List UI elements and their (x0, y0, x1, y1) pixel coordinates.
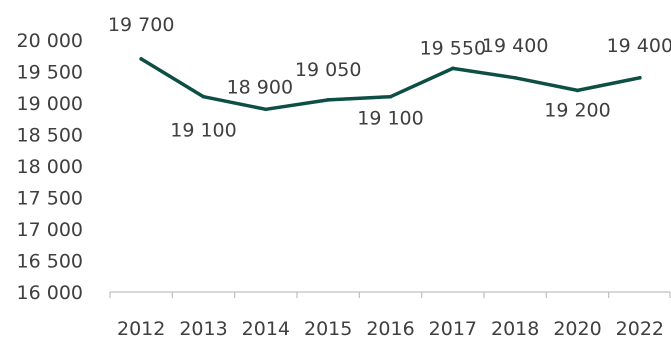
data-point (513, 76, 517, 80)
data-label: 19 400 (482, 35, 548, 57)
data-point (326, 98, 330, 102)
y-tick-label: 16 500 (17, 251, 83, 273)
data-label: 19 200 (544, 99, 610, 121)
y-axis-ticks: 20 000 19 500 19 000 18 500 18 000 17 500 17 0… (17, 30, 83, 304)
data-point (451, 66, 455, 71)
y-tick-label: 20 000 (17, 30, 83, 52)
x-tick-label: 2014 (242, 318, 290, 337)
y-tick-label: 19 500 (17, 62, 83, 84)
data-label: 19 050 (295, 59, 361, 81)
data-point (638, 76, 642, 80)
y-tick-label: 18 000 (17, 156, 83, 178)
y-tick-label: 17 500 (17, 188, 83, 210)
x-tick-label: 2018 (491, 318, 539, 337)
x-axis-ticks: 2012 2013 2014 2015 2016 2017 2018 2020 2022 (117, 318, 664, 340)
series-group (139, 57, 642, 112)
data-label: 19 400 (607, 35, 671, 57)
y-tick-label: 18 500 (17, 125, 83, 147)
x-tick-label: 2016 (366, 318, 414, 337)
x-tick-label: 2022 (616, 318, 664, 337)
y-tick-label: 17 000 (17, 219, 83, 241)
x-tick-label: 2013 (179, 318, 227, 337)
y-tick-label: 19 000 (17, 93, 83, 115)
data-point (388, 94, 393, 99)
data-point (264, 107, 268, 112)
data-label: 19 700 (108, 14, 174, 36)
data-label: 19 550 (420, 37, 486, 59)
x-tick-label: 2012 (117, 318, 165, 337)
data-point (139, 57, 143, 61)
x-axis (109, 291, 671, 298)
data-label: 19 100 (357, 108, 423, 130)
x-tick-label: 2017 (429, 318, 477, 337)
x-tick-label: 2015 (304, 318, 352, 337)
data-point (201, 94, 206, 99)
data-point (575, 88, 580, 93)
data-label: 18 900 (227, 76, 293, 98)
y-tick-label: 16 000 (17, 282, 83, 304)
data-label: 19 100 (170, 120, 236, 142)
x-tick-label: 2020 (553, 318, 601, 337)
